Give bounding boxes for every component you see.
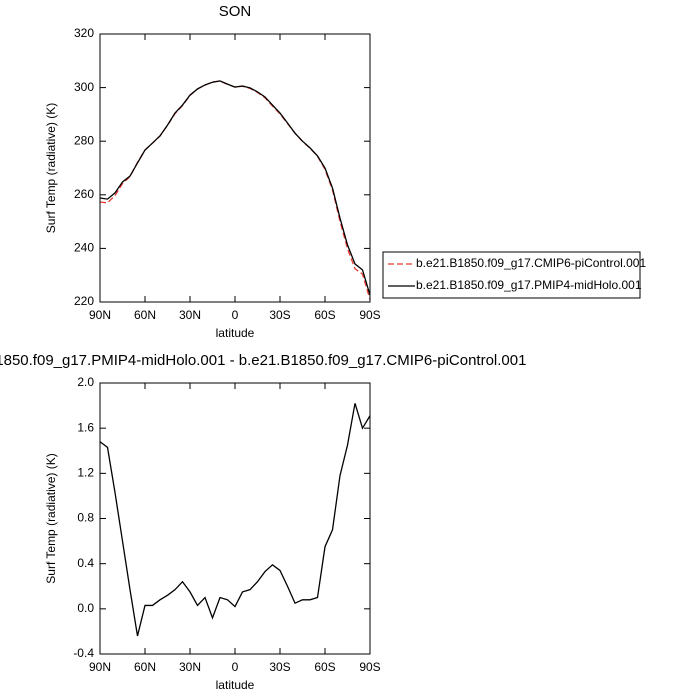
y-tick-label: 280 [74,133,94,147]
y-tick-label: 240 [74,241,94,255]
y-tick-label: -0.4 [73,646,94,660]
x-axis-label: latitude [216,678,255,692]
x-tick-label: 30N [179,660,201,674]
x-axis-label: latitude [216,326,255,340]
data-line [99,80,371,296]
x-tick-label: 60S [314,308,335,322]
y-tick-label: 300 [74,80,94,94]
y-tick-label: 1.2 [77,466,94,480]
y-tick-label: 220 [74,294,94,308]
y-tick-label: 0.4 [77,556,94,570]
y-tick-label: 1.6 [77,420,94,434]
chart-title: b.e21.B1850.f09_g17.PMIP4-midHolo.001 - … [0,352,526,369]
x-tick-label: 90S [359,308,380,322]
data-line [99,403,371,637]
x-tick-label: 30N [179,308,201,322]
legend-box [382,251,641,299]
x-tick-label: 60N [134,660,156,674]
x-tick-label: 90N [89,660,111,674]
x-tick-label: 30S [269,660,290,674]
x-tick-label: 0 [232,660,239,674]
y-tick-label: 2.0 [77,375,94,389]
legend-label: b.e21.B1850.f09_g17.CMIP6-piControl.001 [416,256,646,270]
chart-title: SON [219,3,252,20]
y-axis-label: Surf Temp (radiative) (K) [44,453,58,583]
legend-label: b.e21.B1850.f09_g17.PMIP4-midHolo.001 [416,278,642,292]
y-tick-label: 320 [74,26,94,40]
y-tick-label: 0.0 [77,601,94,615]
x-tick-label: 60S [314,660,335,674]
y-axis-label: Surf Temp (radiative) (K) [44,103,58,233]
plot-frame [99,382,371,655]
plot-frame [99,33,371,303]
y-tick-label: 0.8 [77,511,94,525]
x-tick-label: 90S [359,660,380,674]
x-tick-label: 0 [232,308,239,322]
x-tick-label: 90N [89,308,111,322]
x-tick-label: 60N [134,308,156,322]
x-tick-label: 30S [269,308,290,322]
y-tick-label: 260 [74,187,94,201]
data-line [99,80,371,300]
